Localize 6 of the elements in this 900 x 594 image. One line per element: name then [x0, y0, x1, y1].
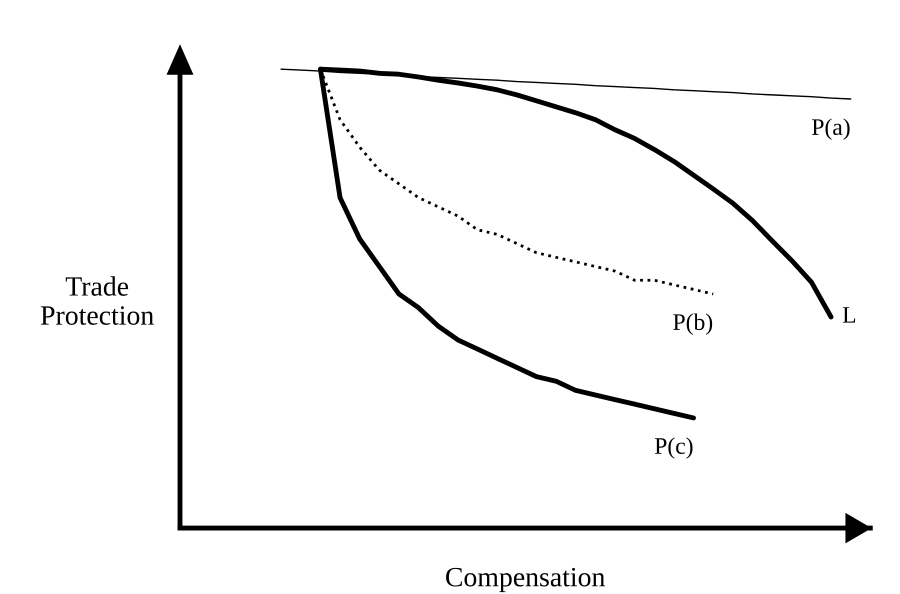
series-label: L: [842, 307, 856, 323]
series-label: P(c): [654, 437, 693, 459]
y-axis-title: Trade Protection: [40, 276, 154, 325]
x-axis-title: Compensation: [446, 568, 605, 592]
series-label: P(a): [812, 118, 850, 140]
series-label: P(b): [673, 313, 712, 335]
